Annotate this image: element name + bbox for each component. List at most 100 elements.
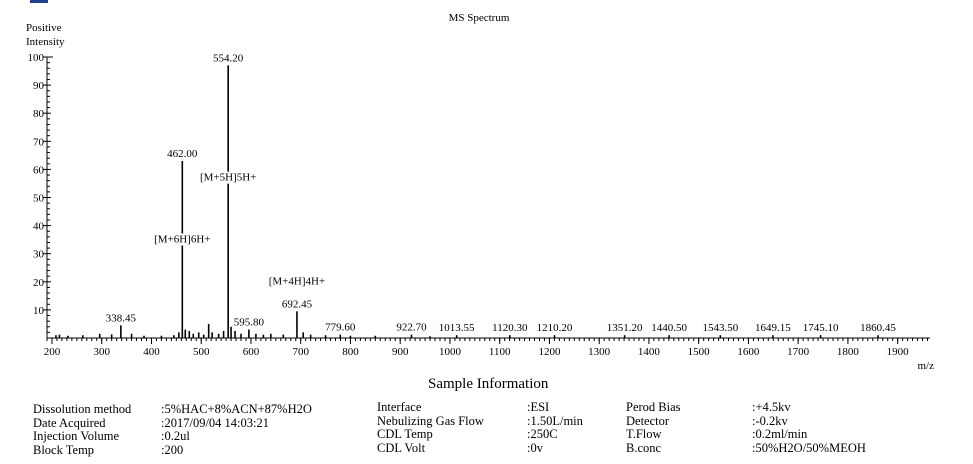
x-tick-label: 600 xyxy=(243,346,260,358)
peak-label: 1440.50 xyxy=(651,322,687,334)
sample-info-row: Date Acquired :2017/09/04 14:03:21 xyxy=(33,415,312,431)
peak-label: 1013.55 xyxy=(439,322,475,334)
x-tick-label: 800 xyxy=(342,346,359,358)
y-tick-label: 10 xyxy=(33,305,45,317)
sample-info-value: :-0.2kv xyxy=(752,413,788,428)
sample-info-title: Sample Information xyxy=(428,376,549,392)
sample-info-row: CDL Temp :250C xyxy=(377,427,583,442)
peak-label: 1860.45 xyxy=(860,322,896,334)
sample-info-value: :5%HAC+8%ACN+87%H2O xyxy=(161,402,312,416)
x-tick-label: 1100 xyxy=(489,346,511,358)
sample-info-key: Date Acquired xyxy=(33,415,106,430)
header-corner-mark xyxy=(30,0,48,3)
sample-info-key: CDL Volt xyxy=(377,440,426,455)
x-tick-label: 300 xyxy=(93,346,110,358)
x-tick-label: 200 xyxy=(44,346,61,358)
sample-info-key: Perod Bias xyxy=(626,400,681,414)
y-tick-label: 50 xyxy=(33,193,45,205)
peak-label: 1745.10 xyxy=(803,322,839,334)
sample-info-value: :0.2ul xyxy=(161,429,190,443)
peak-label: 462.00 xyxy=(167,148,198,160)
sample-info-key: Detector xyxy=(626,413,670,428)
sample-info-key: Injection Volume xyxy=(33,429,119,443)
x-tick-label: 1600 xyxy=(737,346,760,358)
peak-label: 779.60 xyxy=(325,322,356,334)
x-axis-label: m/z xyxy=(918,360,935,372)
sample-info-key: CDL Temp xyxy=(377,427,433,441)
peak-label: 692.45 xyxy=(282,298,313,310)
peak-label: 338.45 xyxy=(106,312,137,324)
sample-info-value: :1.50L/min xyxy=(527,413,583,428)
annotation-bg xyxy=(153,233,212,246)
sample-info-key: T.Flow xyxy=(626,427,662,441)
sample-info-key: Nebulizing Gas Flow xyxy=(377,413,484,428)
y-tick-label: 70 xyxy=(33,136,45,148)
peak-label: 554.20 xyxy=(213,52,244,64)
x-tick-label: 500 xyxy=(193,346,210,358)
x-tick-label: 900 xyxy=(392,346,409,358)
sample-info-row: Block Temp :200 xyxy=(33,442,312,458)
sample-info-row: Detector :-0.2kv xyxy=(626,413,866,429)
sample-info-key: Block Temp xyxy=(33,442,95,457)
x-tick-label: 1500 xyxy=(688,346,711,358)
peaks xyxy=(55,65,879,338)
axes: 10 20 30 40 50 60 70 80 90 100 200 300 400 500 600 700 8… xyxy=(28,52,930,358)
peak-annotation: [M+5H]5H+ xyxy=(200,172,256,184)
peak-label: 1210.20 xyxy=(537,322,573,334)
sample-info-value: :0.2ml/min xyxy=(752,427,808,441)
sample-info-row: CDL Volt :0v xyxy=(377,440,583,456)
y-tick-label: 60 xyxy=(33,164,45,176)
sample-info-row: Injection Volume :0.2ul xyxy=(33,429,312,444)
y-tick-label: 40 xyxy=(33,221,45,233)
peak-labels: 338.45 462.00 554.20 595.80 692.45 779.60 922.… xyxy=(106,52,897,334)
peak-label: 595.80 xyxy=(234,317,265,329)
sample-info-row: Dissolution method :5%HAC+8%ACN+87%H2O xyxy=(33,402,312,417)
y-tick-label: 90 xyxy=(33,80,45,92)
sample-info-row: Nebulizing Gas Flow :1.50L/min xyxy=(377,413,583,429)
sample-info-key: Dissolution method xyxy=(33,402,132,416)
sample-info-row: B.conc :50%H2O/50%MEOH xyxy=(626,440,866,456)
sample-info-value: :50%H2O/50%MEOH xyxy=(752,440,866,455)
annotation-bg xyxy=(267,275,327,288)
peak-annotation: [M+6H]6H+ xyxy=(154,233,210,245)
sample-info-value: :ESI xyxy=(527,400,550,414)
y-axis-label: Positive Intensity xyxy=(26,22,65,48)
y-axis-label-line1: Positive xyxy=(26,22,62,34)
sample-info-value: :200 xyxy=(161,442,184,457)
x-tick-label: 1000 xyxy=(439,346,462,358)
peak-label: 1351.20 xyxy=(607,322,643,334)
sample-info-col1: Dissolution method:5%HAC+8%ACN+87%H2O Dat… xyxy=(33,402,312,458)
peak-label: 1649.15 xyxy=(755,322,791,334)
sample-info-col3: Perod Bias :+4.5kv Detector :-0.2kv T.Flow :0… xyxy=(626,400,866,456)
y-tick-label: 80 xyxy=(33,108,45,120)
chart-title: MS Spectrum xyxy=(449,12,510,24)
y-tick-label: 100 xyxy=(28,52,45,64)
annotation-bg xyxy=(198,171,258,184)
x-tick-label: 1700 xyxy=(787,346,810,358)
peak-annotation: [M+4H]4H+ xyxy=(269,276,325,288)
x-tick-label: 1400 xyxy=(638,346,661,358)
x-tick-label: 1800 xyxy=(837,346,860,358)
sample-info-row: Perod Bias :+4.5kv xyxy=(626,400,866,415)
sample-info-value: :250C xyxy=(527,427,558,441)
sample-info-value: :2017/09/04 14:03:21 xyxy=(161,415,269,430)
peak-label: 1120.30 xyxy=(492,322,528,334)
x-tick-label: 1300 xyxy=(588,346,611,358)
y-tick-label: 20 xyxy=(33,277,45,289)
x-tick-label: 1900 xyxy=(887,346,910,358)
sample-info-col2: Interface :ESI Nebulizing Gas Flow :1.50L/m… xyxy=(377,400,583,456)
y-axis-label-line2: Intensity xyxy=(26,36,65,48)
sample-info-row: T.Flow :0.2ml/min xyxy=(626,427,866,442)
sample-info-row: Interface :ESI xyxy=(377,400,583,415)
y-tick-label: 30 xyxy=(33,249,45,261)
sample-info-value: :+4.5kv xyxy=(752,400,791,414)
x-tick-label: 700 xyxy=(292,346,309,358)
x-tick-label: 1200 xyxy=(538,346,561,358)
x-tick-label: 400 xyxy=(143,346,160,358)
peak-label: 1543.50 xyxy=(702,322,738,334)
sample-info-key: Interface xyxy=(377,400,422,414)
sample-info-key: B.conc xyxy=(626,440,662,455)
sample-info-value: :0v xyxy=(527,440,543,455)
peak-label: 922.70 xyxy=(396,322,427,334)
ms-spectrum-chart: MS Spectrum Positive Intensity m/z 10 20 3… xyxy=(26,12,935,372)
